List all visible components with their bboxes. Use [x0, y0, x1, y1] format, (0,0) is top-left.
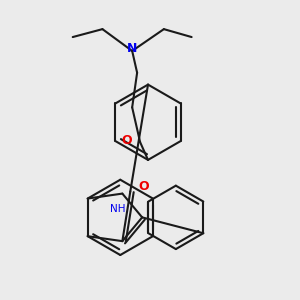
Text: N: N	[127, 42, 137, 56]
Text: O: O	[121, 134, 131, 147]
Text: NH: NH	[110, 204, 125, 214]
Text: O: O	[139, 180, 149, 193]
